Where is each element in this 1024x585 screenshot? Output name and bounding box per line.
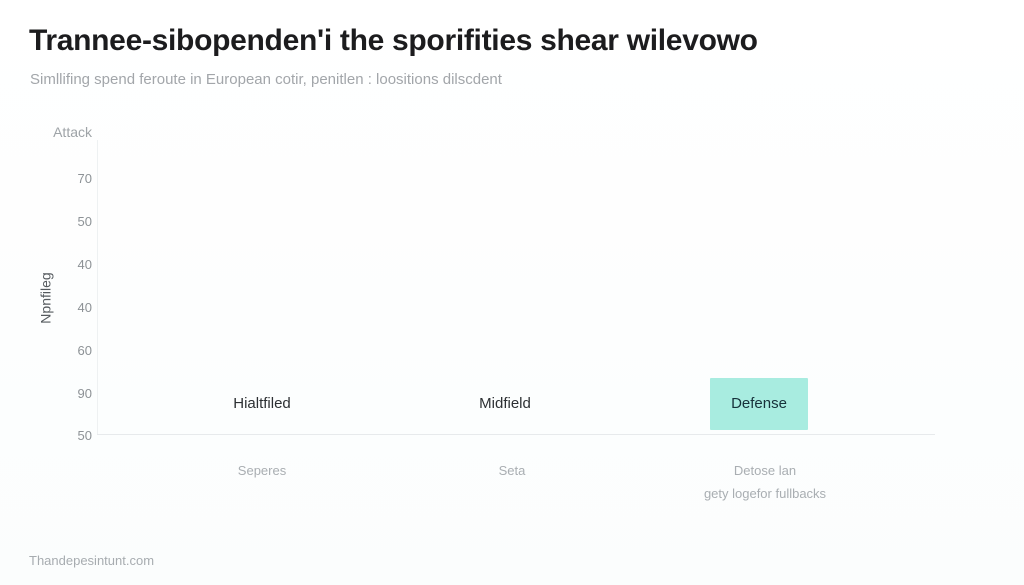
- highlight-box-defense: [710, 378, 808, 430]
- y-axis-tick: 50: [77, 428, 92, 443]
- y-axis-tick: 60: [77, 343, 92, 358]
- category-note-defense: Detose lan gety logefor fullbacks: [704, 459, 826, 506]
- y-axis-title-text: Npnfileg: [38, 272, 54, 324]
- category-note-midfield: Seta: [498, 463, 526, 478]
- chart-title: Trannee-sibopenden'i the sporifities she…: [29, 24, 758, 57]
- category-note-hialtfiled: Seperes: [237, 463, 287, 478]
- category-label-hialtfiled[interactable]: Hialtfiled: [233, 395, 291, 412]
- y-axis: Attack 70 50 40 40 60 90 50: [0, 0, 92, 585]
- y-axis-tick: 90: [77, 386, 92, 401]
- y-axis-tick: 50: [77, 214, 92, 229]
- y-axis-title: Npnfileg: [26, 248, 66, 348]
- chart-subtitle: Simllifing spend feroute in European cot…: [30, 71, 502, 88]
- y-axis-tick: 70: [77, 171, 92, 186]
- y-axis-tick: 40: [77, 300, 92, 315]
- plot-area: [97, 140, 935, 435]
- category-label-defense[interactable]: Defense: [731, 395, 787, 412]
- category-note-defense-line2: gety logefor fullbacks: [703, 486, 827, 502]
- y-axis-tick: 40: [77, 257, 92, 272]
- y-axis-top-label: Attack: [53, 124, 92, 140]
- category-note-defense-line1: Detose lan: [733, 463, 797, 478]
- source-attribution: Thandepesintunt.com: [29, 553, 155, 568]
- category-label-midfield[interactable]: Midfield: [479, 395, 531, 412]
- x-axis-line: [97, 434, 935, 435]
